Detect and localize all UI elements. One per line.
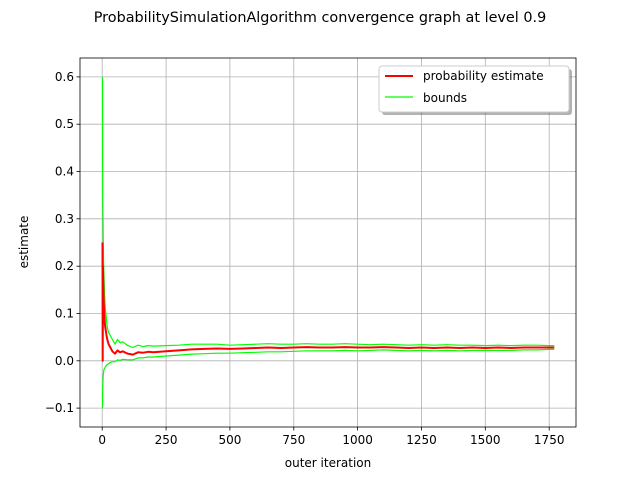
plot-frame bbox=[79, 57, 577, 428]
x-tick-label: 1750 bbox=[534, 433, 565, 447]
x-axis-ticks: 0 250 500 750 1000 1250 1500 1750 bbox=[98, 427, 564, 447]
upper-bound-line bbox=[101, 76, 555, 349]
y-tick-label: 0.6 bbox=[55, 70, 74, 84]
y-axis-label: estimate bbox=[17, 216, 31, 269]
lower-bound-line bbox=[101, 348, 555, 409]
legend-box bbox=[378, 65, 570, 113]
chart-title: ProbabilitySimulationAlgorithm convergen… bbox=[94, 10, 547, 26]
x-tick-label: 750 bbox=[282, 433, 305, 447]
x-tick-label: 250 bbox=[155, 433, 178, 447]
legend-label-probability-estimate: probability estimate bbox=[423, 69, 544, 83]
y-tick-label: −0.1 bbox=[45, 401, 74, 415]
series-lines bbox=[101, 76, 555, 409]
y-axis-ticks: −0.1 0.0 0.1 0.2 0.3 0.4 0.5 0.6 bbox=[45, 70, 80, 415]
y-tick-label: 0.0 bbox=[55, 354, 74, 368]
y-tick-label: 0.1 bbox=[55, 307, 74, 321]
y-tick-label: 0.3 bbox=[55, 212, 74, 226]
legend: probability estimate bounds bbox=[378, 65, 572, 115]
y-tick-label: 0.2 bbox=[55, 259, 74, 273]
y-tick-label: 0.4 bbox=[55, 165, 74, 179]
x-axis-label: outer iteration bbox=[285, 456, 371, 470]
probability-estimate-line bbox=[101, 242, 555, 362]
x-tick-label: 0 bbox=[98, 433, 106, 447]
x-tick-label: 1000 bbox=[342, 433, 373, 447]
x-tick-label: 1250 bbox=[406, 433, 437, 447]
grid-lines bbox=[80, 58, 576, 427]
y-tick-label: 0.5 bbox=[55, 117, 74, 131]
x-tick-label: 500 bbox=[218, 433, 241, 447]
legend-label-bounds: bounds bbox=[423, 91, 467, 105]
x-tick-label: 1500 bbox=[470, 433, 501, 447]
